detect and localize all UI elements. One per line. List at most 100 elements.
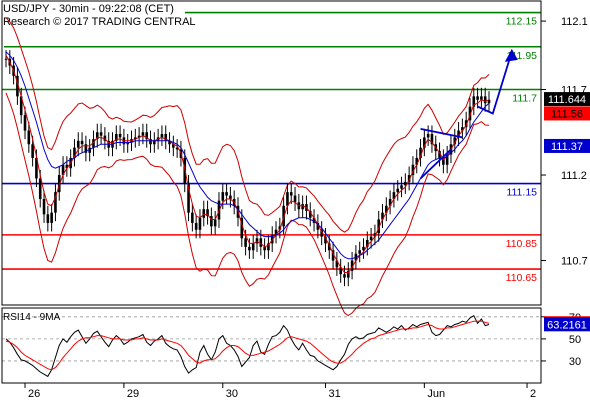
price-candle-body (134, 137, 137, 140)
price-candle-body (255, 238, 259, 244)
price-candle-body (320, 229, 323, 237)
price-candle-body (381, 212, 384, 220)
price-badge (544, 92, 590, 107)
price-candle-body (137, 135, 141, 138)
price-candle-body (343, 274, 346, 278)
price-candle-body (73, 147, 76, 158)
lower-band (5, 92, 490, 317)
price-candle-body (442, 157, 445, 165)
price-candle-body (423, 137, 426, 148)
price-candle-body (369, 236, 373, 241)
price-candle-body (16, 75, 19, 97)
price-candle-body (289, 192, 293, 196)
price-candle-body (438, 151, 441, 158)
price-candle-body (483, 96, 487, 104)
price-candle-body (278, 226, 282, 230)
x-tick-label: 29 (127, 388, 139, 400)
price-candle-body (191, 212, 194, 223)
price-candle-body (339, 267, 342, 275)
price-candle-body (95, 132, 99, 140)
price-candle-body (377, 219, 381, 234)
price-candle-body (335, 260, 339, 268)
projection-arrowhead (504, 48, 518, 62)
level-label: 112.15 (506, 16, 537, 28)
price-candle-body (480, 96, 483, 100)
chart-title: USD/JPY - 30min - 09:22:08 (CET) (3, 3, 174, 15)
price-candle-body (221, 192, 225, 201)
price-candle-body (331, 250, 335, 261)
price-candle-body (259, 238, 263, 247)
price-candle-body (373, 233, 377, 237)
level-label: 110.65 (506, 272, 537, 284)
copyright-text: Research © 2017 TRADING CENTRAL (3, 16, 196, 28)
price-candle-body (84, 144, 88, 153)
price-candle-body (244, 238, 247, 247)
price-candle-body (42, 198, 46, 215)
price-candle-body (54, 192, 57, 213)
price-badge (544, 106, 590, 121)
price-candle-body (118, 133, 122, 138)
price-candle-body (457, 130, 460, 138)
x-tick-label: 2 (530, 388, 536, 400)
price-candle-body (4, 58, 8, 60)
price-candle-body (168, 140, 171, 145)
price-y-tick-label: 112.1 (561, 16, 588, 28)
rsi-y-tick-label: 30 (569, 356, 581, 368)
price-candle-body (430, 133, 434, 145)
rsi-plot-area (2, 314, 541, 378)
price-candle-body (293, 195, 297, 203)
level-label: 111.15 (506, 187, 537, 199)
price-candle-body (153, 140, 156, 145)
price-candle-body (362, 246, 365, 251)
price-candle-body (99, 132, 103, 136)
price-candle-body (160, 133, 164, 138)
price-candle-body (404, 181, 407, 186)
moving-average-red (5, 55, 490, 273)
price-candle-body (31, 144, 34, 158)
price-candle-body (365, 240, 369, 247)
price-candle-body (206, 209, 209, 217)
price-candle-body (312, 217, 316, 223)
upper-band (5, 17, 490, 233)
x-tick-label: 31 (328, 388, 340, 400)
rsi-panel-title: RSI14 - 9MA (3, 312, 61, 323)
rsi-badge (544, 317, 590, 332)
price-candle-body (396, 188, 400, 193)
price-badge-label: 111.644 (548, 94, 586, 106)
trendline (419, 148, 452, 180)
price-badge (544, 138, 590, 153)
price-candle-body (472, 96, 476, 107)
price-candle-body (267, 243, 270, 251)
price-candle-body (415, 157, 419, 165)
price-candle-body (225, 192, 228, 196)
price-candle-body (35, 157, 38, 179)
price-candle-body (286, 192, 289, 206)
price-candle-body (114, 133, 118, 141)
price-candle-body (346, 270, 350, 278)
price-candle-body (27, 130, 31, 145)
price-candle-body (92, 139, 95, 148)
price-candle-body (464, 120, 468, 128)
price-candle-body (407, 175, 411, 182)
price-badge-label: 111.56 (551, 108, 583, 120)
price-y-tick-label: 111.2 (561, 170, 587, 182)
price-candle-body (308, 210, 312, 218)
x-tick-label: 26 (28, 388, 40, 400)
rsi-line-ma (5, 320, 490, 371)
price-candle-body (23, 115, 27, 131)
price-candle-body (57, 175, 61, 193)
price-candle-body (126, 142, 130, 145)
projection-arrow (477, 51, 513, 115)
price-candle-body (19, 96, 23, 116)
price-candle-body (251, 243, 255, 251)
price-candle-body (145, 132, 149, 140)
price-candle-body (392, 192, 396, 199)
price-candle-body (263, 246, 266, 251)
price-candle-body (400, 185, 403, 189)
price-candle-body (350, 260, 354, 271)
price-candle-body (468, 106, 472, 121)
price-panel-frame (1, 0, 542, 306)
rsi-panel-frame (1, 307, 542, 384)
price-candle-body (316, 222, 320, 230)
price-candle-body (327, 243, 331, 251)
